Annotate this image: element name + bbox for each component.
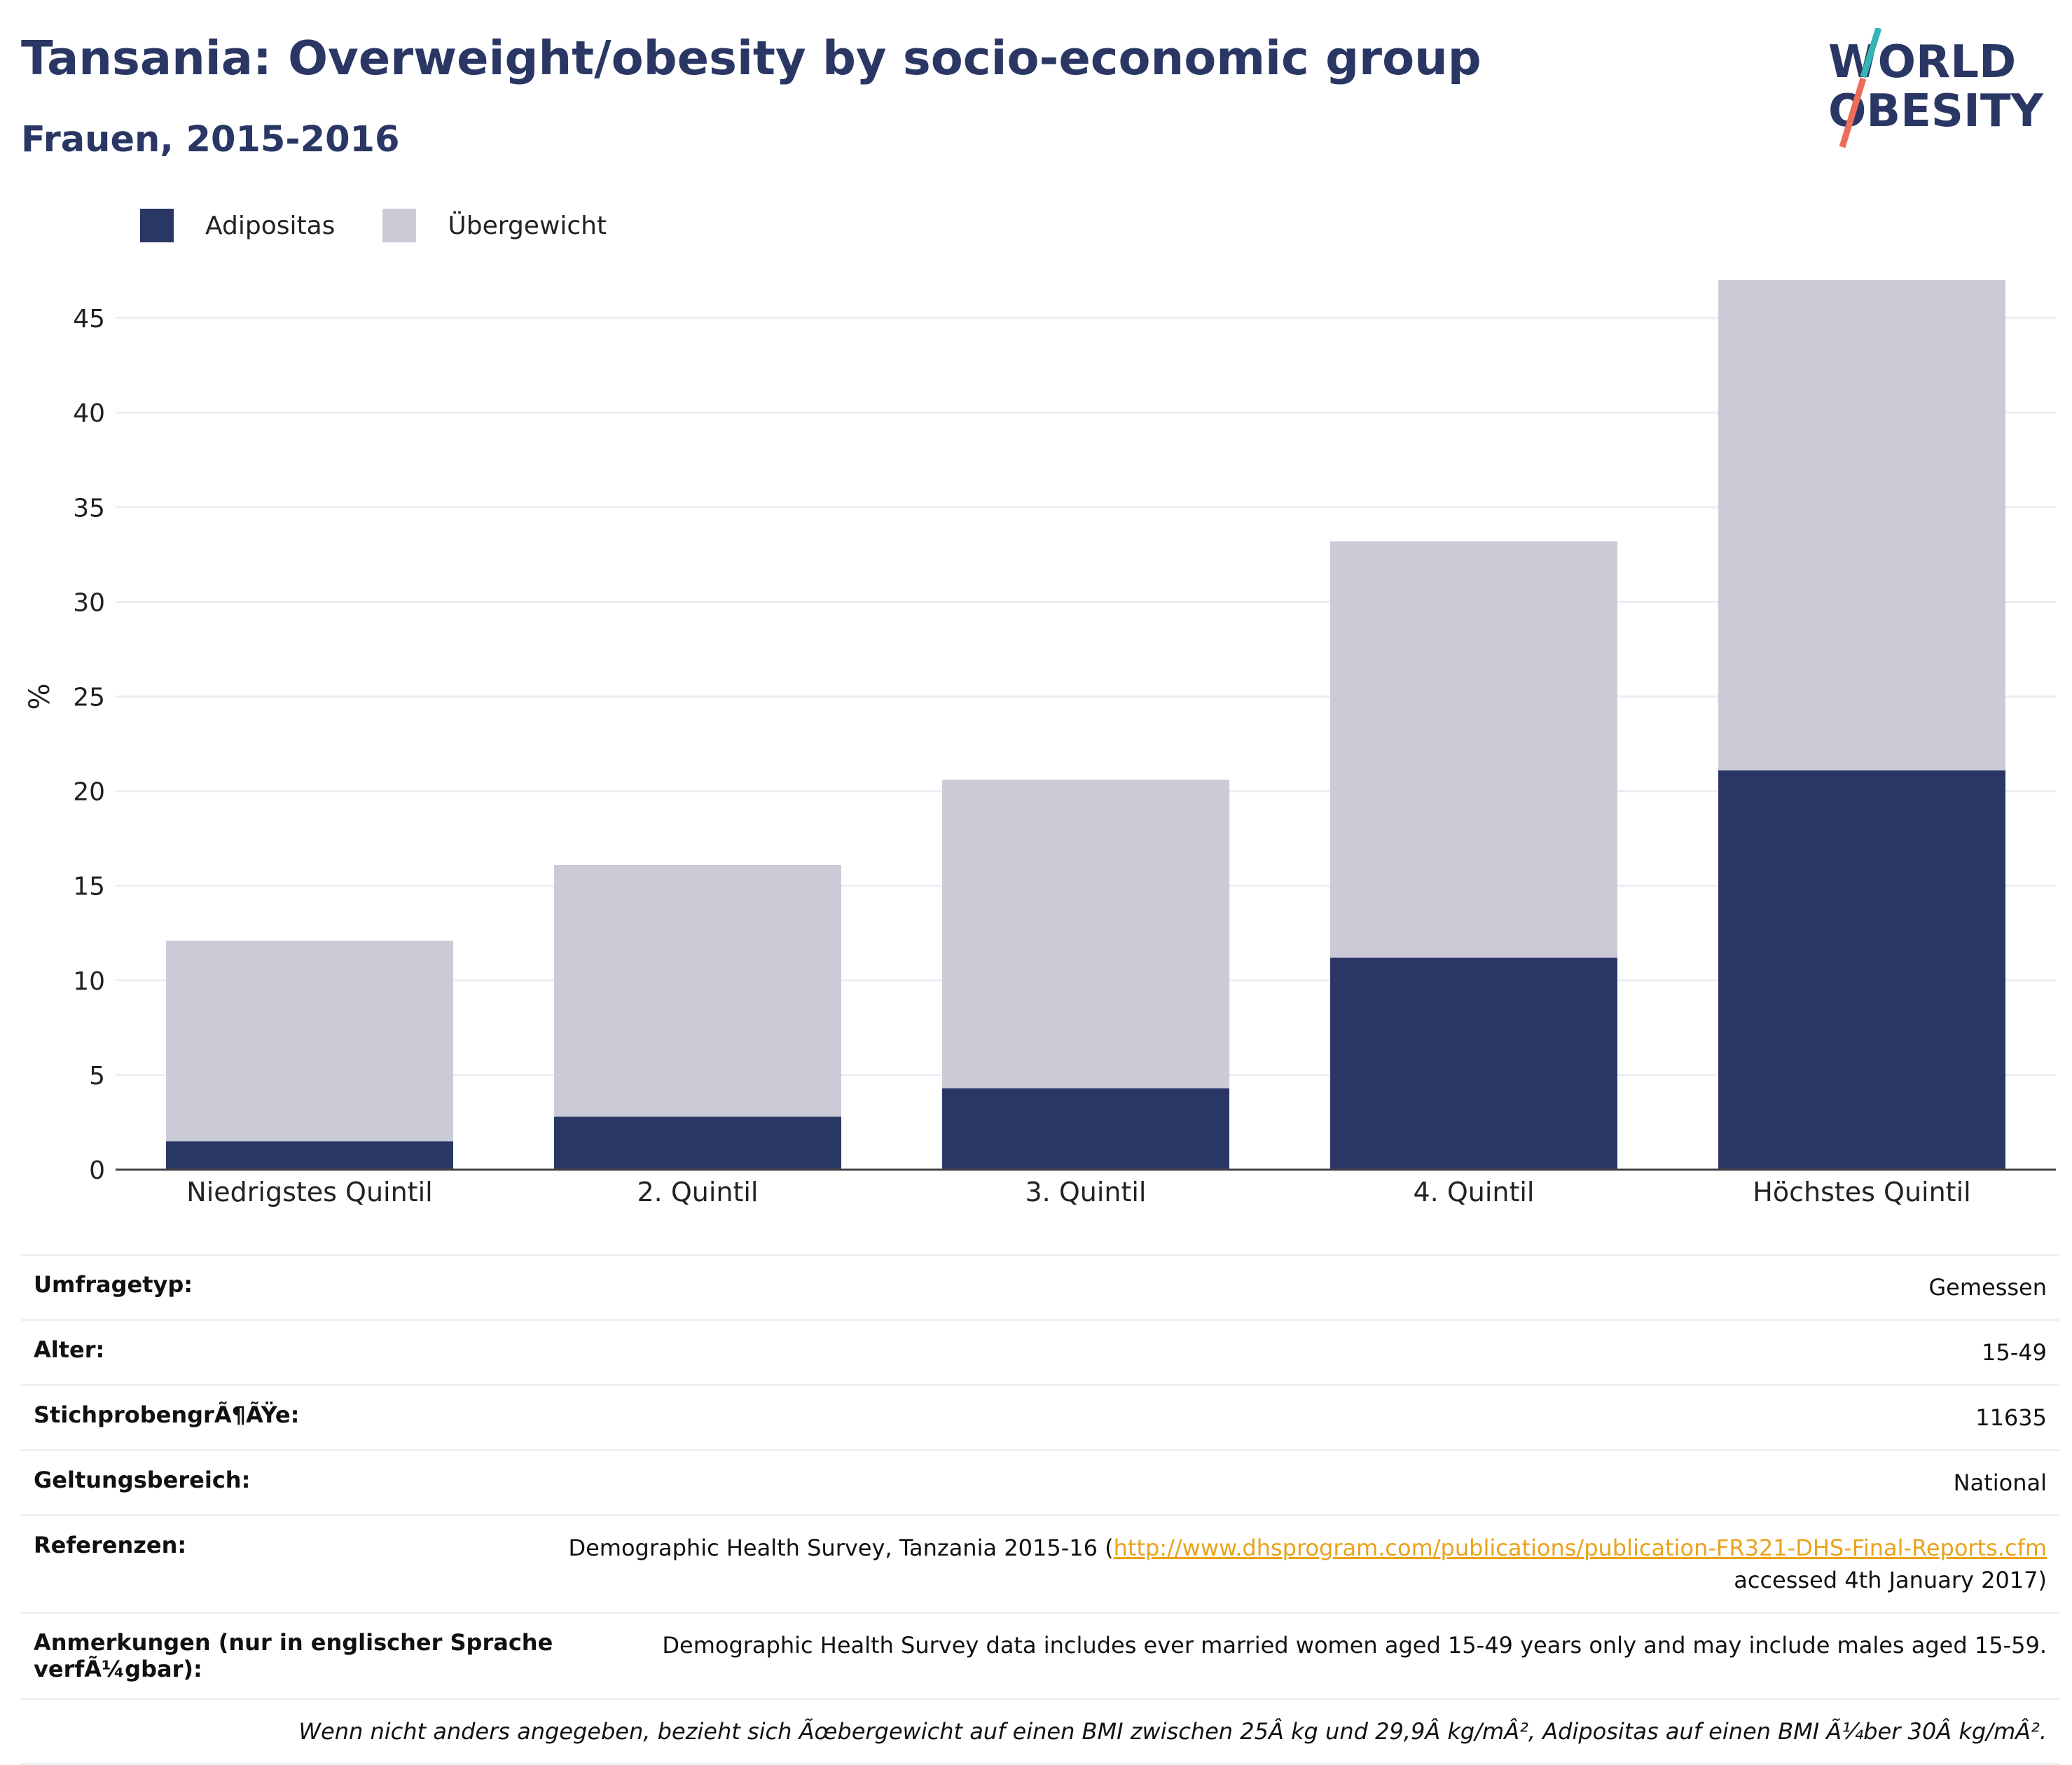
sample-size-value: 11635 (1975, 1404, 2047, 1431)
legend-item-overweight: Übergewicht (382, 209, 607, 242)
y-axis-label: % (24, 683, 56, 710)
legend-item-obesity: Adipositas (140, 209, 335, 242)
y-tick-label: 20 (73, 778, 105, 807)
y-tick-label: 40 (73, 399, 105, 428)
x-tick-label: Höchstes Quintil (1753, 1177, 1970, 1207)
bar-obesity (942, 1088, 1229, 1170)
references-suffix: accessed 4th January 2017) (1734, 1567, 2047, 1593)
sample-size-label: StichprobengrÃ¶ÃŸe: (34, 1401, 300, 1428)
survey-type-label: Umfragetyp: (34, 1271, 193, 1298)
y-tick-label: 30 (73, 588, 105, 617)
bmi-footnote: Wenn nicht anders angegeben, bezieht sic… (298, 1718, 2047, 1745)
age-label: Alter: (34, 1336, 105, 1363)
info-row-footnote: Wenn nicht anders angegeben, bezieht sic… (21, 1698, 2059, 1765)
bar-overweight (942, 780, 1229, 1088)
chart-title: Tansania: Overweight/obesity by socio-ec… (21, 31, 1482, 85)
bar-overweight (1718, 280, 2005, 770)
legend-label-obesity: Adipositas (205, 211, 336, 240)
survey-info-table: Umfragetyp: Gemessen Alter: 15-49 Stichp… (21, 1254, 2059, 1765)
x-tick-label: 4. Quintil (1414, 1177, 1535, 1207)
info-row-survey-type: Umfragetyp: Gemessen (21, 1254, 2059, 1319)
bar-obesity (1718, 770, 2005, 1170)
scope-value: National (1953, 1469, 2047, 1496)
world-obesity-logo: WORLD OBESITY (1828, 28, 2043, 148)
bar-obesity (166, 1141, 453, 1170)
age-value: 15-49 (1982, 1339, 2047, 1366)
y-tick-label: 10 (73, 967, 105, 996)
info-row-references: Referenzen: Demographic Health Survey, T… (21, 1514, 2059, 1612)
legend-label-overweight: Übergewicht (448, 211, 607, 240)
legend-swatch-overweight (382, 209, 417, 242)
scope-label: Geltungsbereich: (34, 1467, 251, 1493)
notes-label: Anmerkungen (nur in englischer Sprache v… (34, 1629, 553, 1682)
legend-swatch-obesity (140, 209, 174, 242)
chart-subtitle: Frauen, 2015-2016 (21, 119, 400, 160)
bar-overweight (166, 941, 453, 1142)
references-label: Referenzen: (34, 1532, 187, 1558)
info-row-scope: Geltungsbereich: National (21, 1449, 2059, 1514)
survey-type-value: Gemessen (1928, 1274, 2047, 1301)
y-tick-label: 5 (89, 1062, 105, 1091)
logo-line1: WORLD (1828, 36, 2016, 88)
chart-legend: Adipositas Übergewicht (140, 208, 654, 243)
x-tick-label: Niedrigstes Quintil (186, 1177, 432, 1207)
y-tick-label: 45 (73, 305, 105, 333)
bar-overweight (554, 864, 841, 1117)
y-tick-label: 0 (89, 1156, 105, 1185)
y-tick-label: 25 (73, 683, 105, 712)
x-tick-label: 3. Quintil (1025, 1177, 1147, 1207)
notes-value: Demographic Health Survey data includes … (662, 1632, 2047, 1659)
bar-overweight (1330, 541, 1617, 958)
info-row-age: Alter: 15-49 (21, 1319, 2059, 1384)
y-tick-label: 15 (73, 873, 105, 901)
references-link[interactable]: http://www.dhsprogram.com/publications/p… (1113, 1535, 2047, 1561)
references-prefix: Demographic Health Survey, Tanzania 2015… (568, 1535, 1114, 1561)
stacked-bar-chart: 0 5 10 15 20 25 30 35 40 45% Niedrigstes Quintil 2.… (24, 280, 2056, 1207)
info-row-notes: Anmerkungen (nur in englischer Sprache v… (21, 1612, 2059, 1698)
references-value: Demographic Health Survey, Tanzania 2015… (555, 1516, 2059, 1612)
logo-slash-coral (1839, 77, 1867, 148)
logo-line2: OBESITY (1828, 85, 2043, 137)
bar-obesity (554, 1116, 841, 1170)
x-tick-label: 2. Quintil (637, 1177, 759, 1207)
info-row-sample-size: StichprobengrÃ¶ÃŸe: 11635 (21, 1384, 2059, 1449)
y-tick-label: 35 (73, 494, 105, 522)
bar-obesity (1330, 957, 1617, 1170)
logo-slash-teal (1860, 28, 1882, 78)
